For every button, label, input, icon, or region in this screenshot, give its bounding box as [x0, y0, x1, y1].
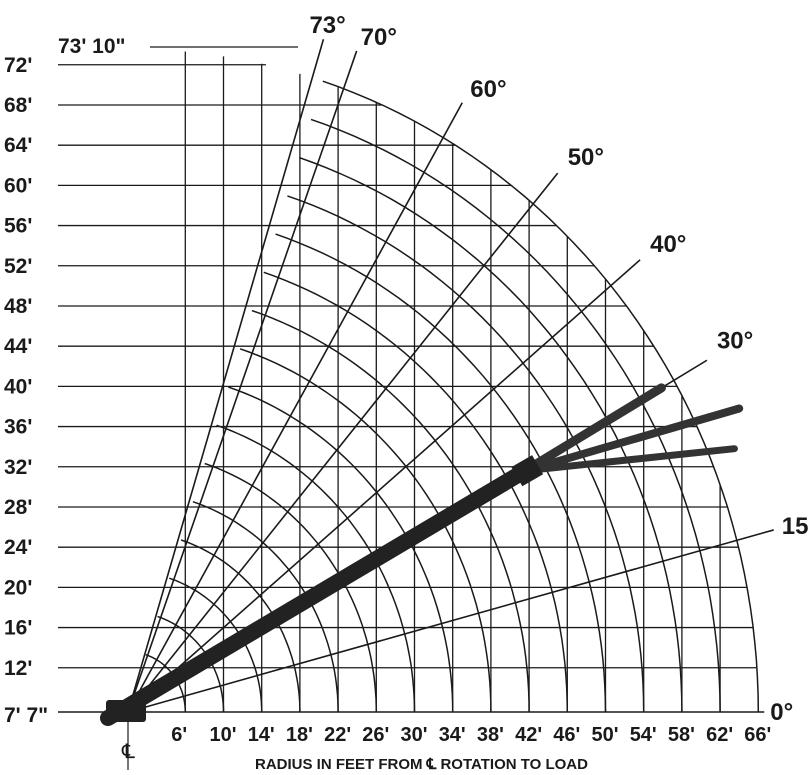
y-tick-label: 72'	[4, 54, 32, 77]
x-axis-title: RADIUS IN FEET FROM ℄ ROTATION TO LOAD	[255, 756, 588, 773]
angle-labels: 0° 15° 30° 40° 50° 60° 70° 73°	[309, 12, 808, 726]
x-axis-labels: 6' 10' 14' 18' 22' 26' 30' 34' 38' 42' 46' 50' 54' 58…	[171, 724, 771, 746]
y-tick-label: 68'	[4, 94, 32, 117]
x-tick-label: 18'	[286, 724, 313, 746]
angle-label: 30°	[717, 327, 753, 354]
x-tick-label: 46'	[553, 724, 580, 746]
y-tick-label: 32'	[4, 456, 32, 479]
boom-head	[511, 455, 544, 487]
angle-line-40	[127, 259, 641, 713]
boom-length-arc	[263, 271, 569, 713]
x-tick-label: 38'	[477, 724, 504, 746]
x-tick-label: 42'	[515, 724, 542, 746]
base-height-label: 7' 7"	[4, 704, 48, 727]
boom-main	[100, 462, 533, 726]
angle-label: 50°	[568, 144, 604, 171]
boom-angle-lines	[127, 39, 774, 713]
y-tick-label: 16'	[4, 617, 32, 640]
max-height-label: 73' 10"	[58, 35, 126, 58]
x-tick-label: 34'	[439, 724, 466, 746]
y-tick-label: 60'	[4, 174, 32, 197]
jib-offset-1	[520, 404, 744, 475]
x-tick-label: 30'	[401, 724, 428, 746]
y-tick-label: 40'	[4, 375, 32, 398]
boom-length-arc	[180, 539, 301, 713]
angle-label: 0°	[770, 699, 793, 726]
boom-length-arc	[322, 80, 760, 713]
y-tick-label: 28'	[4, 496, 32, 519]
angle-line-60	[127, 102, 463, 713]
x-tick-label: 50'	[592, 724, 619, 746]
x-tick-label: 22'	[324, 724, 351, 746]
angle-line-50	[127, 172, 559, 713]
jib-offset-2	[521, 445, 738, 475]
boom-tip-30	[520, 383, 666, 476]
angle-label: 73°	[309, 12, 345, 39]
boom-pivot	[106, 700, 146, 722]
x-tick-label: 54'	[630, 724, 657, 746]
x-tick-label: 10'	[210, 724, 237, 746]
angle-label: 60°	[470, 76, 506, 103]
x-tick-label: 66'	[744, 724, 771, 746]
y-axis-labels: 12' 16' 20' 24' 28' 32' 36' 40' 44' 48' 52' 56' 60' 6…	[4, 54, 32, 680]
x-tick-label: 26'	[362, 724, 389, 746]
centerline-symbol: ℄	[121, 739, 135, 763]
angle-line-15	[127, 529, 774, 713]
y-tick-label: 52'	[4, 255, 32, 278]
angle-line-70	[127, 50, 358, 713]
x-tick-label: 14'	[248, 724, 275, 746]
y-tick-label: 48'	[4, 295, 32, 318]
y-tick-label: 12'	[4, 657, 32, 680]
y-tick-label: 36'	[4, 416, 32, 439]
y-tick-label: 24'	[4, 536, 32, 559]
boom-length-arc	[192, 500, 339, 713]
angle-label: 40°	[650, 231, 686, 258]
angle-label: 15°	[782, 513, 808, 540]
x-tick-label: 58'	[668, 724, 695, 746]
y-tick-label: 20'	[4, 576, 32, 599]
y-tick-label: 56'	[4, 215, 32, 238]
angle-line-73	[127, 39, 325, 713]
y-tick-label: 64'	[4, 134, 32, 157]
boom-length-arc	[216, 424, 416, 713]
x-tick-label: 62'	[706, 724, 733, 746]
angle-label: 70°	[361, 24, 397, 51]
boom-length-arc	[310, 118, 721, 713]
y-tick-label: 44'	[4, 335, 32, 358]
boom-drawing	[100, 383, 744, 726]
x-tick-label: 6'	[171, 724, 187, 746]
